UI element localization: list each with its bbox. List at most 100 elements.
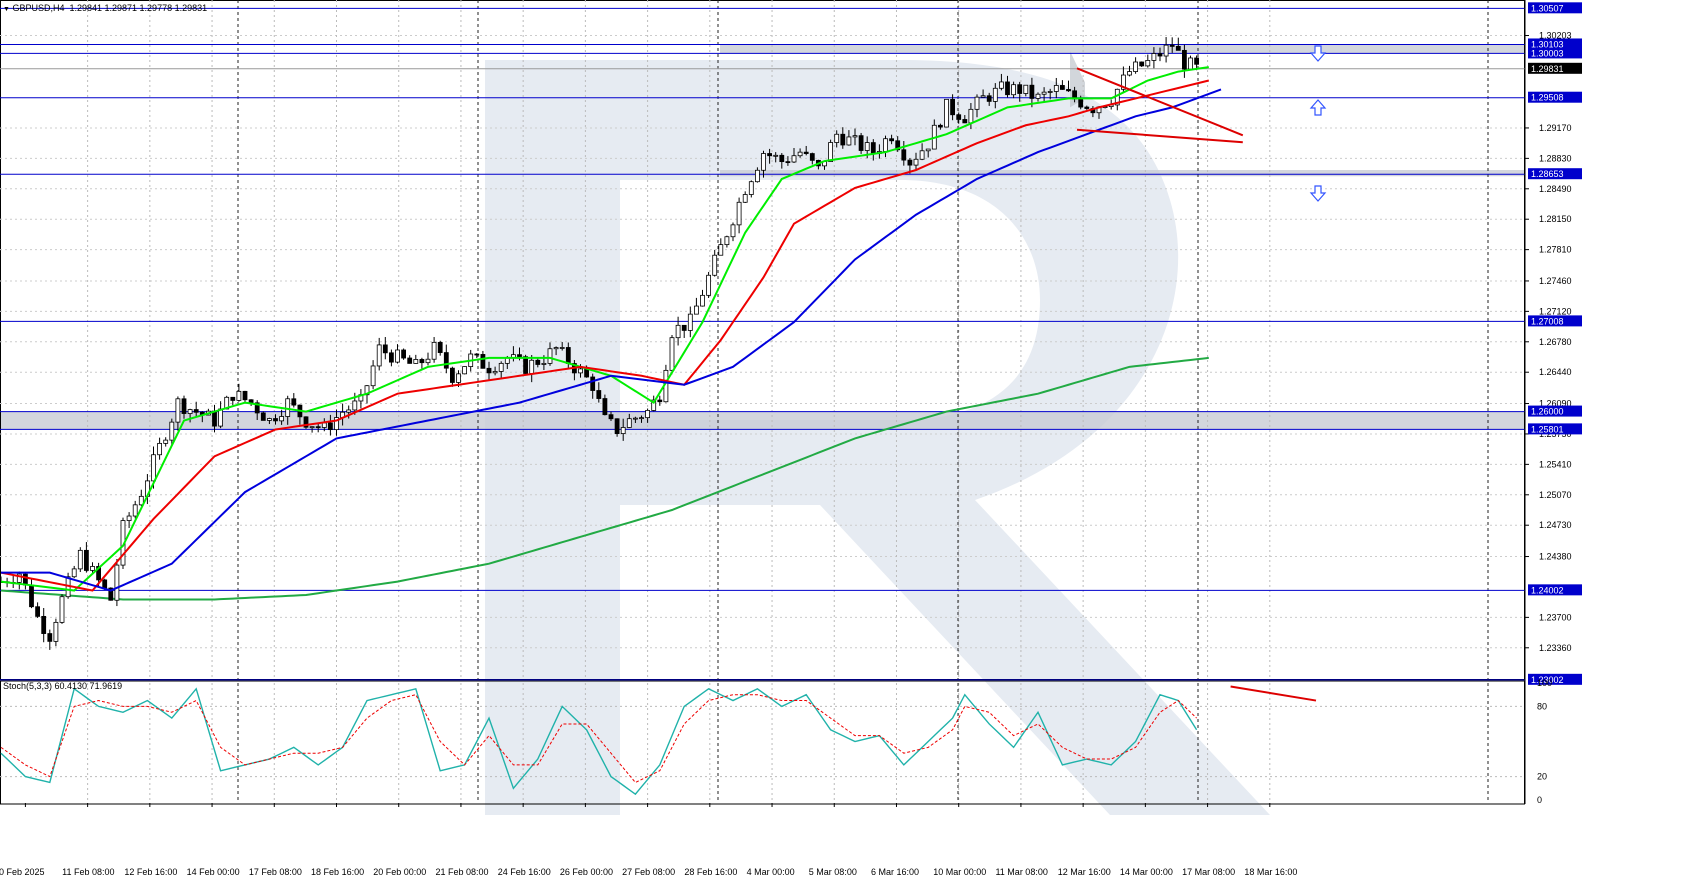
candle-bull	[370, 365, 376, 387]
candle-bull	[236, 390, 242, 401]
time-tick-label: 28 Feb 16:00	[684, 867, 737, 877]
candle-bull	[169, 421, 175, 441]
candle-bear	[608, 414, 614, 420]
candle-bear	[29, 584, 34, 608]
candle-bull	[736, 201, 742, 226]
candle-bear	[803, 151, 809, 154]
candle-bull	[498, 362, 504, 372]
candle-bull	[846, 136, 852, 146]
candle-bull	[1023, 84, 1029, 94]
candle-bull	[675, 324, 681, 339]
moving-averages	[0, 66, 1222, 592]
price-axis: 1.30203 1.29170 1.28830 1.28490 1.28150 1.278…	[1524, 0, 1582, 805]
candle-bear	[1005, 81, 1010, 96]
level-label-bg	[1528, 38, 1582, 50]
watermark-logo	[485, 60, 1270, 815]
time-tick-label: 12 Feb 16:00	[124, 867, 177, 877]
price-tick-label: 1.23360	[1539, 643, 1572, 653]
candle-bull	[828, 142, 833, 162]
candle-bear	[535, 359, 541, 365]
candle-bull	[431, 341, 437, 360]
candle-bear	[584, 368, 589, 378]
time-tick-label: 6 Mar 16:00	[871, 867, 919, 877]
candle-bear	[303, 416, 309, 428]
candle-bear	[681, 324, 687, 331]
ma-long-line	[0, 356, 1209, 601]
price-tick-label: 1.27460	[1539, 276, 1572, 286]
candle-bear	[273, 418, 278, 422]
candle-bear	[486, 367, 492, 374]
candle-bear	[401, 349, 407, 359]
candle-bear	[230, 396, 236, 401]
candle-bull	[578, 368, 583, 374]
chart-header: ▼ GBPUSD,H4 1.29841 1.29871 1.29778 1.29…	[3, 3, 207, 13]
candle-bull	[669, 337, 675, 371]
candle-bull	[919, 150, 925, 160]
ma-line-1	[0, 79, 1210, 592]
candle-bear	[449, 367, 455, 383]
candle-bear	[47, 633, 53, 642]
candle-bull	[968, 108, 974, 124]
candle-bear	[895, 140, 901, 151]
candle-bear	[212, 410, 217, 427]
candle-bull	[279, 416, 285, 422]
level-label: 1.29508	[1531, 93, 1564, 103]
candle-bull	[395, 349, 400, 363]
candle-bull	[334, 417, 339, 431]
candle-bull	[138, 495, 144, 506]
level-label-bg	[1528, 673, 1582, 685]
candle-bull	[376, 344, 382, 367]
candle-bear	[565, 347, 571, 364]
candle-bull	[1163, 44, 1169, 57]
candle-bull	[1035, 93, 1041, 99]
candle-bull	[992, 87, 998, 102]
candle-bull	[553, 347, 559, 350]
time-tick-label: 5 Mar 08:00	[809, 867, 857, 877]
stoch-divergence-line	[1230, 685, 1317, 702]
price-tick-label: 1.27120	[1539, 306, 1572, 316]
level-label: 1.25801	[1531, 424, 1564, 434]
zone-130103-130003	[720, 44, 1525, 54]
time-tick-label: 21 Feb 08:00	[435, 867, 488, 877]
projection-arrows	[1309, 45, 1327, 202]
candle-bear	[254, 402, 260, 414]
level-label-bg	[1528, 315, 1582, 327]
time-tick-label: 17 Mar 08:00	[1182, 867, 1235, 877]
candle-bear	[1084, 106, 1090, 109]
candle-bull	[639, 417, 644, 420]
candle-bull	[541, 362, 547, 365]
candle-bull	[687, 313, 693, 331]
candle-bull	[157, 442, 163, 456]
candle-bear	[327, 422, 333, 431]
time-tick-label: 11 Mar 08:00	[995, 867, 1047, 877]
level-label: 1.30507	[1531, 3, 1564, 13]
candle-bear	[1194, 57, 1199, 65]
candle-bull	[925, 148, 931, 152]
arrow-down-icon	[1309, 99, 1327, 116]
candle-bull	[285, 398, 291, 417]
candle-bear	[956, 114, 962, 120]
candle-bull	[852, 135, 858, 138]
candle-bear	[388, 352, 394, 363]
level-label-bg	[1528, 584, 1582, 596]
ma-line-2	[1, 88, 1222, 592]
level-label-bg	[1528, 91, 1582, 103]
candle-bear	[242, 390, 248, 401]
candle-bear	[858, 135, 864, 151]
candle-bear	[907, 159, 913, 166]
candle-bear	[901, 149, 907, 161]
candle-bull	[755, 169, 760, 183]
level-label: 1.30003	[1531, 48, 1564, 58]
candle-bull	[700, 294, 705, 307]
candle-bear	[962, 119, 968, 124]
stochastic-panel	[0, 685, 1525, 796]
price-tick-label: 1.26440	[1539, 367, 1572, 377]
candle-bear	[614, 418, 620, 435]
candle-bear	[260, 412, 266, 421]
level-lines	[0, 7, 1525, 681]
level-label: 1.24002	[1531, 585, 1564, 595]
candle-bull	[944, 98, 949, 128]
collapse-triangle-icon[interactable]: ▼	[3, 6, 10, 13]
time-tick-label: 4 Mar 00:00	[747, 867, 795, 877]
